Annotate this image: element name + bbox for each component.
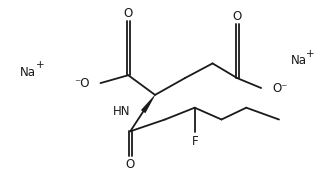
Text: O: O (233, 10, 242, 23)
Text: ⁻O: ⁻O (74, 77, 90, 90)
Text: O: O (124, 7, 133, 20)
Text: Na: Na (20, 66, 36, 79)
Text: +: + (307, 48, 315, 59)
Text: O: O (126, 158, 135, 171)
Text: Na: Na (291, 54, 307, 67)
Polygon shape (141, 95, 155, 113)
Text: HN: HN (113, 105, 130, 118)
Text: +: + (36, 60, 44, 70)
Text: O⁻: O⁻ (272, 81, 288, 95)
Text: F: F (191, 135, 198, 148)
